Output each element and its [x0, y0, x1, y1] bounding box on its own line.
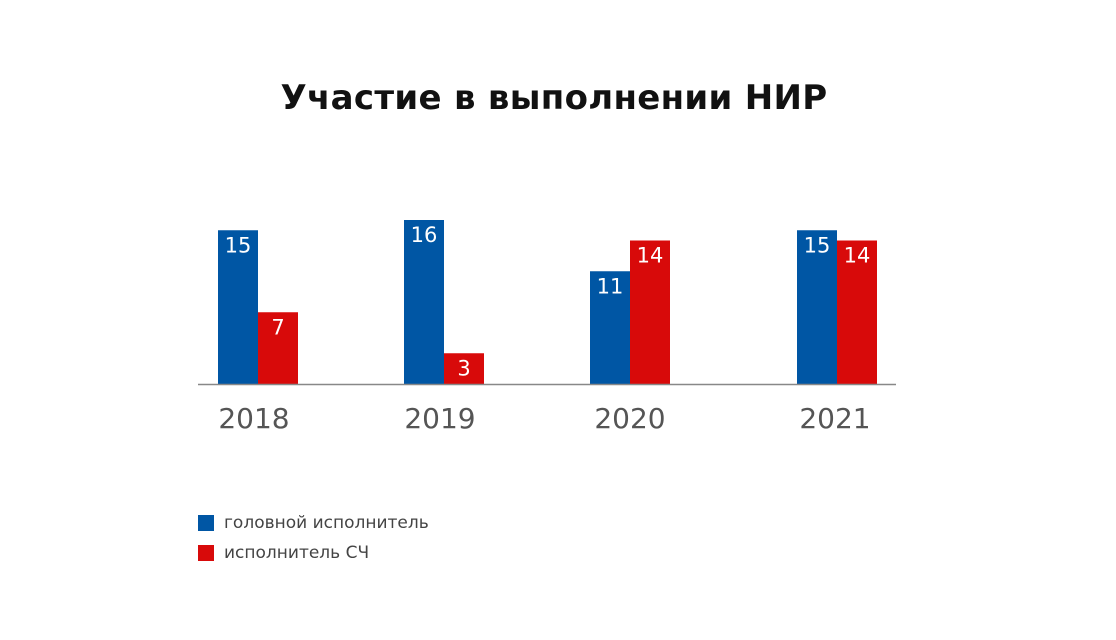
x-tick-labels: 2018 2019 2020 2021 — [218, 402, 870, 435]
bar-value-label-2018-series-2: 7 — [271, 315, 284, 339]
legend-label-head-executor: головной исполнитель — [224, 513, 429, 533]
legend-swatch-sch-executor — [198, 545, 214, 561]
x-tick-label-2019: 2019 — [404, 402, 475, 435]
legend-swatch-head-executor — [198, 515, 214, 531]
bar-2020-series-1 — [590, 271, 630, 384]
bar-2019-series-2 — [444, 353, 484, 384]
chart-title: Участие в выполнении НИР — [280, 78, 828, 118]
legend: головной исполнитель исполнитель СЧ — [198, 508, 429, 568]
legend-item-sch-executor: исполнитель СЧ — [198, 538, 429, 568]
bars-layer: 15 7 16 3 11 14 15 14 — [218, 220, 877, 384]
bar-value-label-2019-series-1: 16 — [411, 223, 438, 247]
bar-value-label-2018-series-1: 15 — [225, 233, 252, 257]
bar-2018-series-2 — [258, 312, 298, 384]
bar-value-label-2021-series-1: 15 — [804, 233, 831, 257]
bar-chart: 15 7 16 3 11 14 15 14 2018 2019 2020 2021 — [198, 220, 896, 435]
bar-value-label-2020-series-1: 11 — [597, 274, 624, 298]
bar-2021-series-2 — [837, 240, 877, 384]
bar-2020-series-2 — [630, 240, 670, 384]
legend-label-sch-executor: исполнитель СЧ — [224, 543, 370, 563]
legend-item-head-executor: головной исполнитель — [198, 508, 429, 538]
bar-value-label-2020-series-2: 14 — [637, 244, 664, 268]
bar-2021-series-1 — [797, 230, 837, 384]
x-tick-label-2020: 2020 — [594, 402, 665, 435]
bar-2018-series-1 — [218, 230, 258, 384]
x-tick-label-2021: 2021 — [799, 402, 870, 435]
x-tick-label-2018: 2018 — [218, 402, 289, 435]
bar-value-label-2019-series-2: 3 — [457, 356, 470, 380]
bar-value-label-2021-series-2: 14 — [844, 244, 871, 268]
bar-2019-series-1 — [404, 220, 444, 384]
